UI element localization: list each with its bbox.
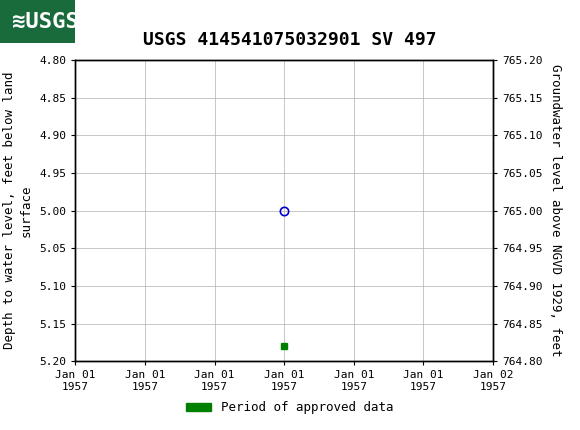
Y-axis label: Groundwater level above NGVD 1929, feet: Groundwater level above NGVD 1929, feet [549,64,563,357]
FancyBboxPatch shape [0,0,75,43]
Legend: Period of approved data: Period of approved data [181,396,399,419]
Text: ≋USGS: ≋USGS [12,12,78,31]
Text: USGS 414541075032901 SV 497: USGS 414541075032901 SV 497 [143,31,437,49]
Y-axis label: Depth to water level, feet below land
surface: Depth to water level, feet below land su… [3,72,32,350]
